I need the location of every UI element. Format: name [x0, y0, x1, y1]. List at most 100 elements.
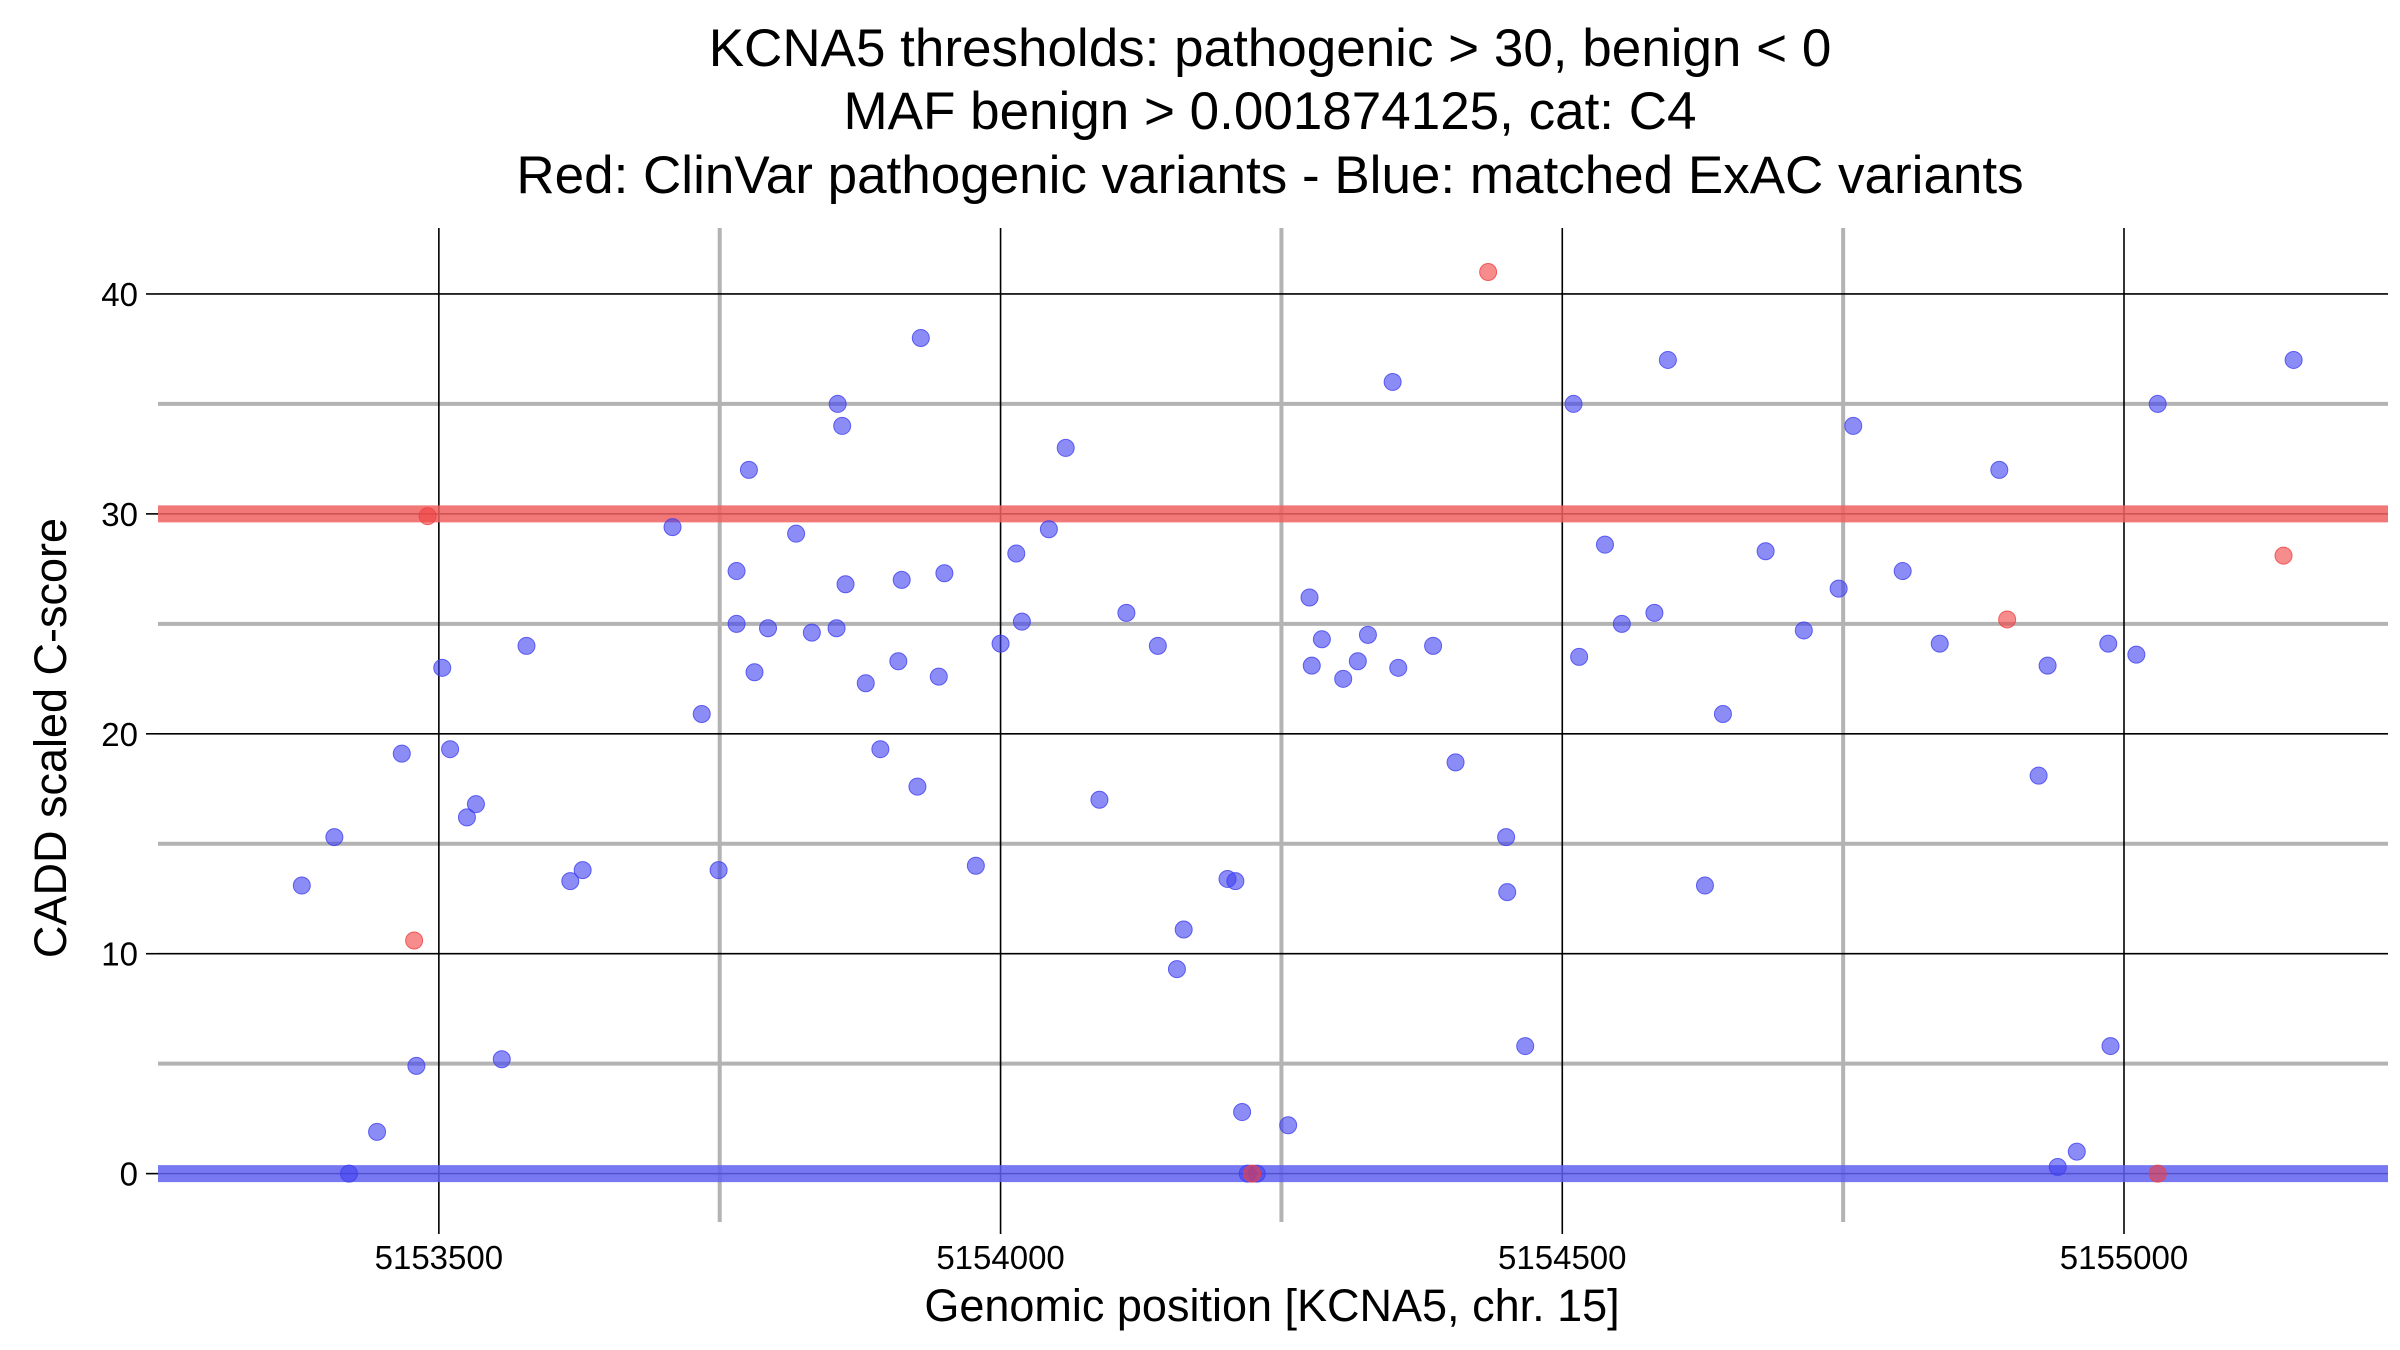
title-line-2: MAF benign > 0.001874125, cat: C4	[844, 82, 1697, 141]
exac-point	[745, 663, 764, 682]
x-axis-title: Genomic position [KCNA5, chr. 15]	[924, 1280, 1619, 1331]
exac-point	[892, 570, 911, 589]
exac-point	[2048, 1158, 2067, 1177]
exac-point	[1713, 705, 1732, 724]
exac-point	[1117, 603, 1136, 622]
chart-title: KCNA5 thresholds: pathogenic > 30, benig…	[516, 19, 2023, 205]
exac-point	[2148, 394, 2167, 413]
exac-point	[1007, 544, 1026, 563]
exac-point	[828, 394, 847, 413]
exac-point	[1645, 603, 1664, 622]
exac-point	[1358, 625, 1377, 644]
exac-point	[1498, 883, 1517, 902]
exac-point	[833, 416, 852, 435]
exac-point	[1090, 790, 1109, 809]
exac-point	[827, 619, 846, 638]
exac-point	[727, 562, 746, 581]
y-tick-label: 0	[120, 1156, 138, 1193]
exac-point	[392, 744, 411, 763]
threshold-lines	[158, 505, 2388, 1183]
clinvar-point	[1243, 1164, 1262, 1183]
exac-point	[325, 828, 344, 847]
exac-point	[1516, 1037, 1535, 1056]
exac-point	[1334, 669, 1353, 688]
exac-point	[1389, 658, 1408, 677]
clinvar-point	[1479, 262, 1498, 281]
exac-point	[1695, 876, 1714, 895]
clinvar-point	[405, 931, 424, 950]
exac-point	[1595, 535, 1614, 554]
exac-point	[492, 1050, 511, 1069]
x-tick-label: 5155000	[2060, 1239, 2188, 1276]
exac-point	[1039, 520, 1058, 539]
y-tick-label: 30	[101, 496, 138, 533]
exac-point	[517, 636, 536, 655]
exac-point	[935, 564, 954, 583]
exac-point	[2127, 645, 2146, 664]
exac-point	[991, 634, 1010, 653]
exac-point	[466, 795, 485, 814]
exac-point	[573, 861, 592, 880]
exac-point	[2029, 766, 2048, 785]
exac-point	[441, 740, 460, 759]
exac-point	[1233, 1103, 1252, 1122]
exac-point	[1012, 612, 1031, 631]
exac-point	[368, 1122, 387, 1141]
exac-point	[663, 518, 682, 537]
exac-point	[1893, 562, 1912, 581]
exac-point	[1300, 588, 1319, 607]
exac-point	[2038, 656, 2057, 675]
exac-point	[966, 856, 985, 875]
exac-point	[739, 460, 758, 479]
exac-point	[1564, 394, 1583, 413]
exac-point	[1756, 542, 1775, 561]
y-axis-title: CADD scaled C-score	[25, 518, 76, 958]
exac-point	[407, 1056, 426, 1075]
exac-point	[1990, 460, 2009, 479]
x-tick-label: 5154500	[1498, 1239, 1626, 1276]
exac-point	[2067, 1142, 2086, 1161]
exac-point	[1424, 636, 1443, 655]
exac-point	[1167, 960, 1186, 979]
exac-point	[2099, 634, 2118, 653]
clinvar-point	[2274, 546, 2293, 565]
exac-point	[911, 328, 930, 347]
exac-point	[727, 614, 746, 633]
exac-point	[1446, 753, 1465, 772]
y-tick-label: 10	[101, 936, 138, 973]
exac-point	[908, 777, 927, 796]
y-tick-label: 40	[101, 276, 138, 313]
exac-point	[1348, 652, 1367, 671]
exac-point	[1302, 656, 1321, 675]
x-tick-label: 5154000	[936, 1239, 1064, 1276]
exac-point	[929, 667, 948, 686]
clinvar-point	[1998, 610, 2017, 629]
exac-point	[433, 658, 452, 677]
exac-point	[1497, 828, 1516, 847]
exac-point	[787, 524, 806, 543]
exac-point	[836, 575, 855, 594]
exac-point	[1174, 920, 1193, 939]
exac-point	[1658, 350, 1677, 369]
exac-point	[1148, 636, 1167, 655]
exac-point	[802, 623, 821, 642]
exac-point	[871, 740, 890, 759]
exac-point	[1312, 630, 1331, 649]
exac-point	[292, 876, 311, 895]
exac-point	[856, 674, 875, 693]
exac-point	[1226, 872, 1245, 891]
exac-point	[1570, 647, 1589, 666]
exac-point	[889, 652, 908, 671]
exac-point	[1844, 416, 1863, 435]
data-points	[292, 262, 2303, 1183]
minor-grid	[158, 228, 2388, 1222]
exac-point	[1930, 634, 1949, 653]
exac-point	[339, 1164, 358, 1183]
tick-labels: 5153500 5154000 5154500 5155000 0 10 20 30 40	[101, 276, 2188, 1276]
y-tick-label: 20	[101, 716, 138, 753]
exac-point	[1279, 1116, 1298, 1135]
exac-point	[1829, 579, 1848, 598]
axis-ticks	[146, 293, 2125, 1234]
major-grid	[158, 228, 2388, 1222]
